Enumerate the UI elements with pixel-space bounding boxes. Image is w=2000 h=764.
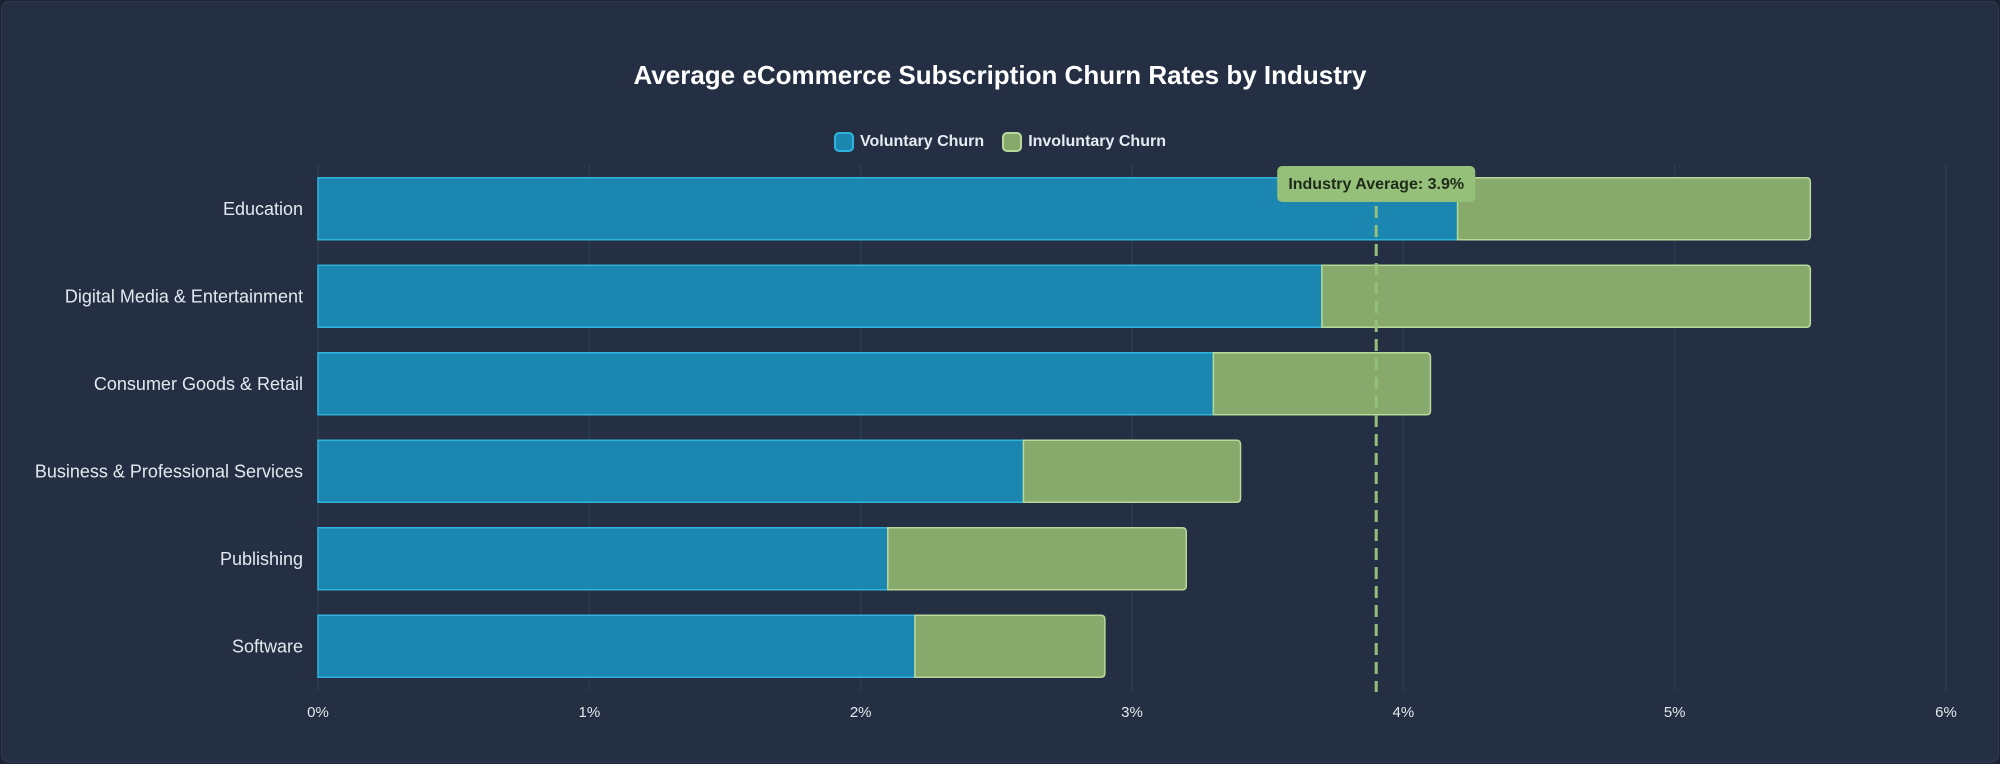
category-label: Consumer Goods & Retail [94,374,303,394]
x-tick-label: 0% [307,704,329,721]
bar-voluntary [317,527,889,591]
x-tick-label: 1% [578,704,600,721]
bar-voluntary [317,439,1025,503]
bar-voluntary [317,264,1323,328]
legend-swatch-involuntary [1002,132,1023,152]
category-label: Digital Media & Entertainment [65,286,303,306]
bar-involuntary [1212,352,1432,416]
average-annotation-box [1277,166,1476,202]
category-label: Publishing [220,549,303,569]
bar-involuntary [887,527,1188,591]
category-label: Education [223,199,303,219]
bar-voluntary [317,352,1215,416]
x-tick-label: 5% [1664,704,1686,721]
average-annotation-label: Industry Average: 3.9% [1288,176,1464,193]
chart-title: Average eCommerce Subscription Churn Rat… [633,60,1367,90]
bar-voluntary [317,177,1459,241]
legend-item-voluntary[interactable]: Voluntary Churn [834,132,984,152]
x-tick-label: 6% [1935,704,1957,721]
category-label: Business & Professional Services [35,461,303,481]
legend-label-voluntary: Voluntary Churn [860,133,985,150]
bar-involuntary [1022,439,1242,503]
legend: Voluntary Churn Involuntary Churn [0,132,2000,152]
legend-swatch-voluntary [834,132,855,152]
bar-involuntary [1321,264,1812,328]
category-label: Software [232,636,303,656]
x-tick-label: 2% [850,704,872,721]
legend-item-involuntary[interactable]: Involuntary Churn [1002,132,1166,152]
x-tick-label: 4% [1392,704,1414,721]
x-tick-label: 3% [1121,704,1143,721]
bar-involuntary [914,614,1106,678]
legend-label-involuntary: Involuntary Churn [1028,133,1166,150]
bar-voluntary [317,614,916,678]
bar-involuntary [1456,177,1812,241]
